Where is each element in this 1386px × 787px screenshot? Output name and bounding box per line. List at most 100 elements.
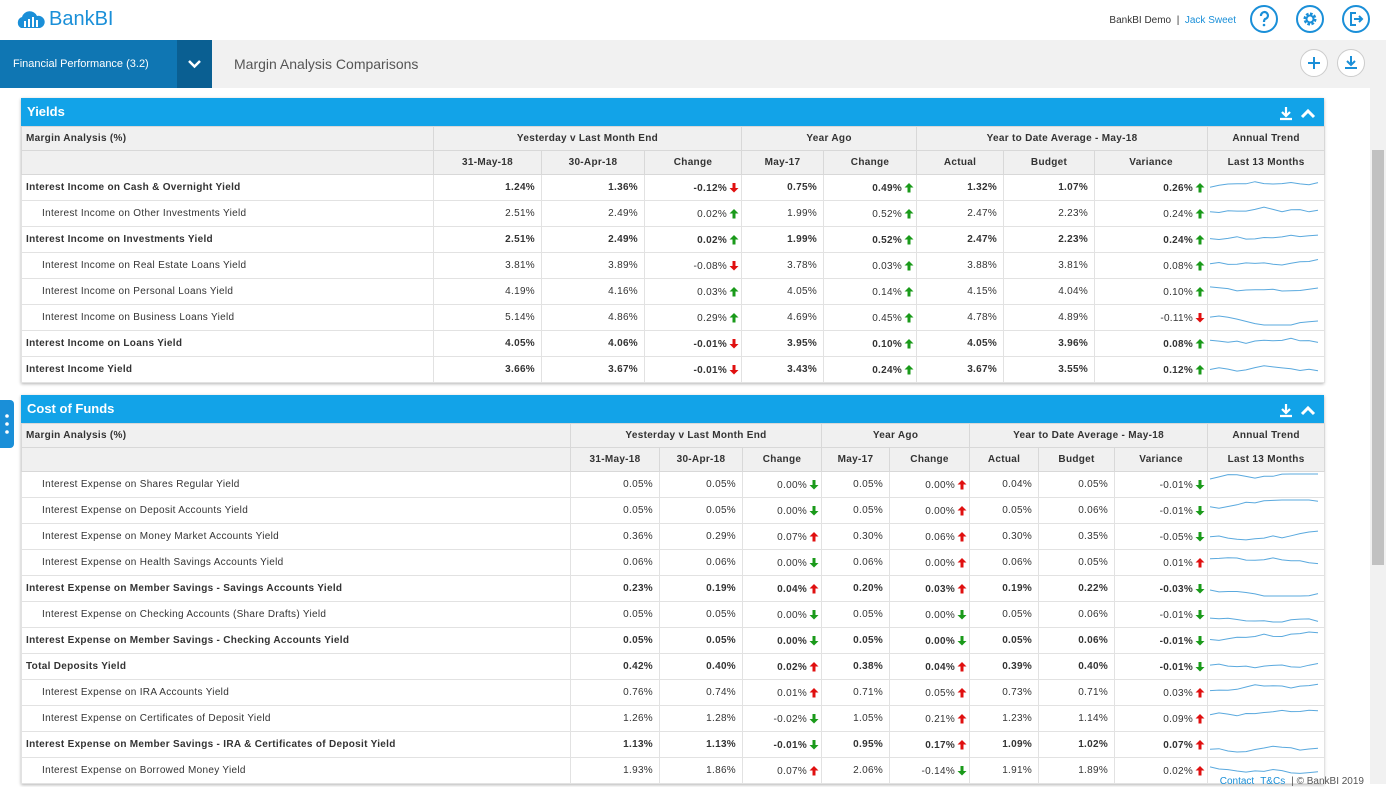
- trend-cell: [1207, 278, 1326, 305]
- value: 0.05%: [1078, 557, 1109, 568]
- value-cell: 4.16%: [541, 278, 645, 305]
- value-cell: -0.14%: [889, 757, 971, 784]
- report-dropdown[interactable]: [177, 40, 212, 88]
- value-cell: 3.55%: [1003, 356, 1096, 383]
- panel-icons[interactable]: [1278, 403, 1318, 419]
- value: 3.96%: [1058, 338, 1089, 349]
- arrow-up: [957, 713, 967, 723]
- value-cell: 0.00%: [741, 549, 823, 576]
- value: 0.95%: [853, 739, 884, 750]
- value-cell: -0.11%: [1094, 304, 1209, 331]
- terms-link[interactable]: T&Cs: [1260, 776, 1286, 787]
- help-icon: [1259, 10, 1270, 27]
- logout-button[interactable]: [1342, 5, 1370, 33]
- arrow-down: [809, 557, 819, 567]
- value-cell: 3.67%: [916, 356, 1005, 383]
- column-header: 30-Apr-18: [659, 447, 743, 472]
- arrow-up: [809, 765, 819, 775]
- value: 3.81%: [505, 260, 535, 271]
- value: 0.39%: [1002, 661, 1033, 672]
- value: 0.05%: [1002, 505, 1033, 516]
- nav-bar: Financial Performance (3.2) Margin Analy…: [0, 40, 1386, 88]
- value-cell: 0.10%: [823, 330, 918, 357]
- panel-actions[interactable]: [1278, 104, 1318, 132]
- help-button[interactable]: [1250, 5, 1278, 33]
- value: 0.24%: [1163, 208, 1194, 220]
- value: -0.12%: [693, 182, 728, 194]
- arrow-up: [904, 234, 914, 244]
- logo-icon: [17, 10, 45, 28]
- value: 0.05%: [706, 505, 736, 516]
- download-button[interactable]: [1337, 49, 1365, 77]
- row-label: Interest Expense on Member Savings - Sav…: [21, 575, 571, 602]
- trend-cell: [1207, 174, 1326, 201]
- value: 0.21%: [925, 713, 956, 725]
- value-cell: -0.05%: [1114, 523, 1209, 550]
- value-cell: 0.05%: [659, 627, 743, 654]
- value-cell: 0.17%: [889, 731, 971, 758]
- value-cell: 0.00%: [889, 497, 971, 524]
- contact-link[interactable]: Contact: [1219, 776, 1255, 787]
- value-cell: 0.05%: [570, 471, 660, 498]
- value: 0.01%: [1163, 557, 1194, 569]
- user-name[interactable]: Jack Sweet: [1184, 15, 1236, 26]
- report-tab[interactable]: Financial Performance (3.2): [0, 40, 177, 88]
- scrollbar-thumb[interactable]: [1372, 150, 1384, 565]
- logo[interactable]: BankBI: [15, 8, 113, 31]
- value: 3.89%: [608, 260, 638, 271]
- arrow-up: [904, 364, 914, 374]
- value-cell: 3.81%: [1003, 252, 1096, 279]
- add-button[interactable]: [1300, 49, 1328, 77]
- arrow-down: [729, 260, 739, 270]
- value-cell: 0.14%: [823, 278, 918, 305]
- value-cell: 1.36%: [541, 174, 645, 201]
- value-cell: 0.29%: [643, 304, 743, 331]
- arrow-down: [1195, 635, 1205, 645]
- value: -0.01%: [1159, 661, 1194, 673]
- value: 0.07%: [777, 531, 808, 543]
- value-cell: 0.71%: [1038, 679, 1116, 706]
- side-handle[interactable]: [0, 400, 14, 448]
- value-cell: 0.29%: [659, 523, 743, 550]
- value-cell: 0.04%: [889, 653, 971, 680]
- panel-icons[interactable]: [1278, 106, 1318, 122]
- value-cell: 0.05%: [969, 601, 1040, 628]
- value-cell: 3.43%: [741, 356, 825, 383]
- settings-button[interactable]: [1296, 5, 1324, 33]
- value-cell: 0.30%: [821, 523, 891, 550]
- value: 1.13%: [623, 739, 653, 750]
- panel-actions[interactable]: [1278, 401, 1318, 429]
- arrow-up: [904, 338, 914, 348]
- sparkline: [1209, 766, 1319, 774]
- user-info: BankBI Demo | Jack Sweet: [1109, 15, 1236, 26]
- value-cell: 0.03%: [889, 575, 971, 602]
- value-cell: 0.08%: [1094, 252, 1209, 279]
- value: 3.95%: [787, 338, 818, 349]
- value-cell: 1.02%: [1038, 731, 1116, 758]
- value-cell: 0.30%: [969, 523, 1040, 550]
- value: 0.40%: [1078, 661, 1109, 672]
- row-label: Interest Expense on Money Market Account…: [21, 523, 571, 550]
- value-cell: 0.40%: [1038, 653, 1116, 680]
- trend-cell: [1207, 471, 1326, 498]
- arrow-down: [809, 739, 819, 749]
- value: 0.05%: [853, 479, 884, 490]
- value: 1.91%: [1002, 765, 1033, 776]
- sub-header-row: 31-May-18 30-Apr-18 Change May-17 Change Actu…: [21, 447, 1326, 472]
- value: 0.03%: [1163, 687, 1194, 699]
- value: 0.06%: [623, 557, 653, 568]
- value: 0.04%: [925, 661, 956, 673]
- value-cell: 0.12%: [1094, 356, 1209, 383]
- value-cell: 0.71%: [821, 679, 891, 706]
- value-cell: 3.67%: [541, 356, 645, 383]
- sparkline: [1209, 181, 1319, 188]
- value-cell: 0.01%: [741, 679, 823, 706]
- value-cell: 1.91%: [969, 757, 1040, 784]
- logo-text: BankBI: [49, 8, 114, 30]
- arrow-down: [809, 479, 819, 489]
- value: 0.00%: [925, 479, 956, 491]
- value-cell: 0.38%: [821, 653, 891, 680]
- column-header: Actual: [969, 447, 1040, 472]
- value: 0.06%: [925, 531, 956, 543]
- value-cell: 3.78%: [741, 252, 825, 279]
